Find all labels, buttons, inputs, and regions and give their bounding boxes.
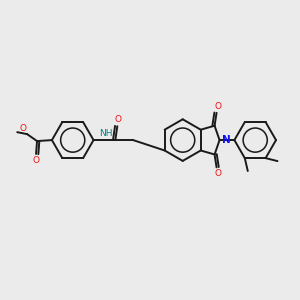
Text: O: O (214, 169, 221, 178)
Text: N: N (221, 135, 230, 145)
Text: NH: NH (100, 129, 113, 138)
Text: O: O (115, 115, 122, 124)
Text: O: O (33, 156, 40, 165)
Text: O: O (214, 102, 221, 111)
Text: O: O (20, 124, 27, 133)
